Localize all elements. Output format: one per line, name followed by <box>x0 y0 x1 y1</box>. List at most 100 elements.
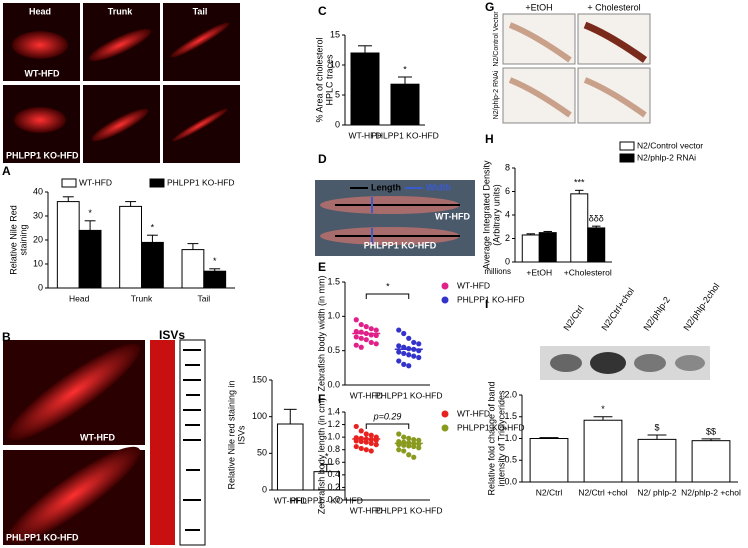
image-label: Tail <box>193 6 208 16</box>
image-label: WT-HFD <box>435 211 470 221</box>
point <box>396 447 402 453</box>
legend-label: PHLPP1 KO-HFD <box>457 294 525 304</box>
significance: * <box>403 64 407 74</box>
point <box>411 353 417 359</box>
unit-note: millions <box>484 267 511 276</box>
image-label: Trunk <box>108 6 133 16</box>
row-label: N2/phlp-2 RNAi <box>493 70 500 119</box>
point <box>358 344 364 350</box>
point <box>353 443 359 450</box>
point <box>373 327 379 333</box>
image-label: Head <box>29 6 51 16</box>
point <box>401 330 407 337</box>
x-tick-label: +Cholesterol <box>564 267 612 277</box>
y-tick-label: 8 <box>505 162 510 172</box>
x-tick-label: PHLPP1 KO-HFD <box>375 505 443 515</box>
x-tick-label: N2/Ctrl <box>536 487 563 497</box>
legend-swatch <box>441 296 449 304</box>
lane-label: N2/phlp-2chol <box>681 281 721 332</box>
annotation: p=0.29 <box>373 411 402 421</box>
image-label: WT-HFD <box>80 432 115 442</box>
bracket <box>365 423 410 429</box>
y-axis-label: Relative Nile red staining in <box>226 380 236 489</box>
y-tick-label: 0.5 <box>504 455 517 465</box>
y-tick-label: 0.6 <box>327 457 340 467</box>
heading: ISVs <box>159 328 185 342</box>
bar <box>521 234 540 263</box>
legend-swatch <box>441 282 449 290</box>
legend-swatch <box>441 424 449 432</box>
legend-label: PHLPP1 KO-HFD <box>167 177 235 187</box>
y-tick-label: 4 <box>505 209 510 219</box>
point <box>416 437 422 443</box>
image-label: PHLPP1 KO-HFD <box>6 532 79 542</box>
panel-label: E <box>318 260 326 274</box>
panel-d-image <box>315 180 475 256</box>
y-tick-label: 10 <box>330 59 340 69</box>
x-tick-label: Head <box>69 293 90 303</box>
point <box>358 428 364 434</box>
y-tick-label: 0.4 <box>327 469 340 479</box>
panel-label: D <box>318 152 327 166</box>
panel-b-images <box>3 339 206 546</box>
point <box>353 423 359 430</box>
panel-label: G <box>485 0 494 14</box>
legend-label: WT-HFD <box>457 280 490 290</box>
point <box>401 350 407 357</box>
significance: *** <box>574 178 585 188</box>
point <box>353 334 359 340</box>
y-tick-label: 1.4 <box>327 406 340 416</box>
column-label: + Cholesterol <box>587 2 640 12</box>
x-tick-label: N2/phlp-2 +chol <box>681 487 741 497</box>
y-tick-label: 1.0 <box>327 432 340 442</box>
point <box>401 361 407 367</box>
x-tick-label: N2/ phlp-2 <box>637 487 676 497</box>
point <box>406 452 412 458</box>
bar <box>119 205 142 289</box>
y-tick-label: 2.0 <box>504 389 517 399</box>
y-tick-label: 1.5 <box>327 276 340 286</box>
point <box>353 342 359 348</box>
point <box>401 344 407 350</box>
panel-label: C <box>318 4 327 18</box>
point <box>353 328 359 335</box>
bar <box>276 423 304 491</box>
bar <box>570 193 589 263</box>
legend-label: N2/phlp-2 RNAi <box>637 152 696 162</box>
point <box>396 358 402 364</box>
point <box>363 337 369 343</box>
legend-label: Width <box>426 182 451 192</box>
significance: * <box>601 404 605 414</box>
point <box>358 335 364 341</box>
y-tick-label: 100 <box>252 411 267 421</box>
y-tick-label: 20 <box>33 234 43 244</box>
panel-label: A <box>2 164 11 178</box>
bar <box>350 52 380 126</box>
significance: * <box>325 452 329 462</box>
x-tick-label: WT-HFD <box>348 130 381 140</box>
x-tick-label: Tail <box>197 293 210 303</box>
y-tick-label: 10 <box>33 258 43 268</box>
bar <box>529 438 569 483</box>
x-tick-label: WT-HFD <box>350 505 383 515</box>
annotation: * <box>386 281 390 291</box>
point <box>368 448 374 454</box>
point <box>406 435 412 441</box>
legend-label: Length <box>371 182 401 192</box>
legend-swatch <box>619 153 635 163</box>
significance: $ <box>654 422 659 432</box>
y-axis-label: staining <box>18 224 28 255</box>
y-tick-label: 0 <box>38 282 43 292</box>
point <box>368 326 374 332</box>
y-tick-label: 150 <box>252 374 267 384</box>
point <box>363 431 369 437</box>
point <box>358 445 364 452</box>
bar <box>141 241 164 289</box>
bar <box>203 270 227 289</box>
x-tick-label: PHLPP1 KO-HFD <box>375 390 443 400</box>
row-label: N2/Control Vector <box>493 11 500 67</box>
y-axis-label: (Arbitrary units) <box>491 184 501 246</box>
point <box>411 454 417 460</box>
significance: * <box>151 223 155 233</box>
